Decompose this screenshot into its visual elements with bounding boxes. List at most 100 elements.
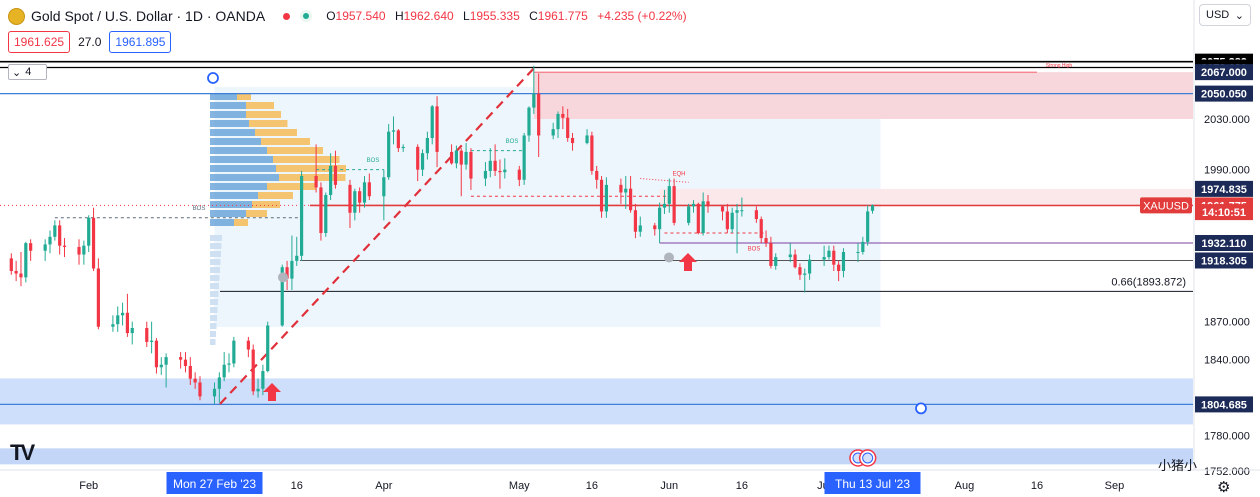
gear-icon[interactable]: ⚙ — [1217, 479, 1231, 496]
candle-body — [619, 184, 623, 193]
candle-body — [556, 113, 560, 130]
candle-body — [725, 211, 729, 230]
candle-body — [348, 184, 352, 213]
candle-body — [464, 151, 468, 165]
candle-body — [290, 260, 294, 279]
candle-body — [280, 267, 284, 326]
candle-body — [856, 252, 860, 253]
supply-zone-small — [659, 188, 1193, 204]
candle-body — [154, 340, 159, 368]
candle-body — [362, 182, 367, 203]
candle-body — [633, 210, 638, 232]
candle-body — [130, 328, 134, 334]
us-flag-event-icon — [862, 452, 874, 464]
candle-body — [769, 243, 773, 266]
sell-button[interactable]: 1961.625 — [8, 31, 71, 53]
demand-zone — [0, 378, 1193, 425]
volume-bar — [237, 93, 251, 100]
volume-bar — [252, 201, 280, 208]
candle-body — [585, 135, 589, 144]
candle-body — [396, 130, 400, 149]
trade-row: 1961.625 27.0 1961.895 — [8, 31, 172, 53]
candle-body — [198, 382, 202, 397]
candle-body — [870, 205, 875, 211]
volume-bar — [210, 219, 234, 226]
volume-bar — [234, 219, 248, 226]
candle-body — [425, 138, 429, 154]
candle-body — [720, 206, 725, 212]
candle-body — [566, 117, 570, 138]
date-label-box — [166, 472, 263, 494]
x-tick-label: 16 — [586, 480, 598, 492]
volume-bar — [246, 102, 274, 109]
symbol-tag-box — [1140, 197, 1192, 214]
volume-bar — [210, 283, 219, 289]
volume-bar — [210, 291, 219, 297]
candle-body — [599, 179, 604, 212]
indicator-toggle[interactable]: ⌄ 4 — [8, 64, 47, 80]
candle-body — [358, 191, 362, 203]
candle-body — [116, 315, 120, 325]
volume-bar — [279, 174, 346, 181]
market-status-icon — [283, 12, 291, 20]
candle-body — [217, 377, 221, 389]
price-label: 1974.835 — [1201, 184, 1247, 196]
volume-bar — [210, 331, 216, 337]
candle-body — [435, 106, 439, 152]
candle-body — [628, 188, 633, 211]
candle-body — [324, 195, 328, 233]
price-label-box — [1195, 180, 1253, 197]
candle-body — [517, 169, 521, 180]
fib-label: 0.66(1893.872) — [1111, 276, 1186, 288]
candle-body — [24, 243, 28, 278]
annotation-label: BOS — [506, 139, 519, 145]
candle-body — [803, 273, 807, 275]
symbol-title[interactable]: Gold Spot / U.S. Dollar · 1D · OANDA — [31, 8, 266, 24]
y-tick-label: 1752.000 — [1204, 466, 1250, 478]
x-tick-label: 16 — [1031, 480, 1043, 492]
price-label: 2050.050 — [1201, 89, 1247, 101]
volume-bar — [210, 339, 216, 345]
currency-selector[interactable]: USD ⌄ — [1199, 4, 1251, 26]
price-label: 1918.305 — [1201, 255, 1247, 267]
candle-body — [808, 259, 812, 274]
y-tick-label: 1990.000 — [1204, 165, 1250, 177]
candle-body — [866, 211, 870, 242]
candle-body — [222, 364, 226, 378]
candle-body — [658, 207, 662, 230]
volume-bar — [255, 129, 297, 136]
candle-body — [58, 225, 62, 246]
candle-body — [62, 245, 67, 247]
x-tick-label: Sep — [1105, 480, 1125, 492]
x-tick-label: Feb — [79, 480, 98, 492]
y-tick-label: 1840.000 — [1204, 355, 1250, 367]
candle-body — [367, 182, 371, 197]
volume-bar — [210, 299, 218, 305]
demand-zone-lower — [0, 448, 1193, 465]
candle-body — [261, 371, 265, 389]
trend-line — [219, 67, 535, 405]
buy-signal-arrow-icon — [263, 383, 281, 401]
candle-body — [193, 378, 197, 383]
candle-body — [53, 225, 57, 237]
buy-button[interactable]: 1961.895 — [109, 31, 172, 53]
candle-body — [353, 191, 357, 213]
annotation-label: BOS — [748, 247, 761, 253]
candle-body — [391, 130, 396, 132]
anchor-handle — [915, 402, 927, 415]
candle-body — [774, 257, 778, 266]
eqh-line — [640, 178, 689, 183]
price-label-box — [1195, 64, 1253, 81]
candle-body — [285, 267, 289, 279]
annotation-label: BOS — [367, 158, 380, 164]
candle-body — [246, 340, 250, 350]
price-label-box — [1195, 234, 1253, 251]
volume-bar — [210, 111, 246, 118]
candle-body — [841, 252, 846, 271]
volume-bar — [267, 147, 323, 154]
candle-body — [295, 255, 299, 261]
volume-bar — [210, 120, 249, 127]
candle-body — [662, 203, 667, 208]
candle-body — [111, 324, 115, 327]
